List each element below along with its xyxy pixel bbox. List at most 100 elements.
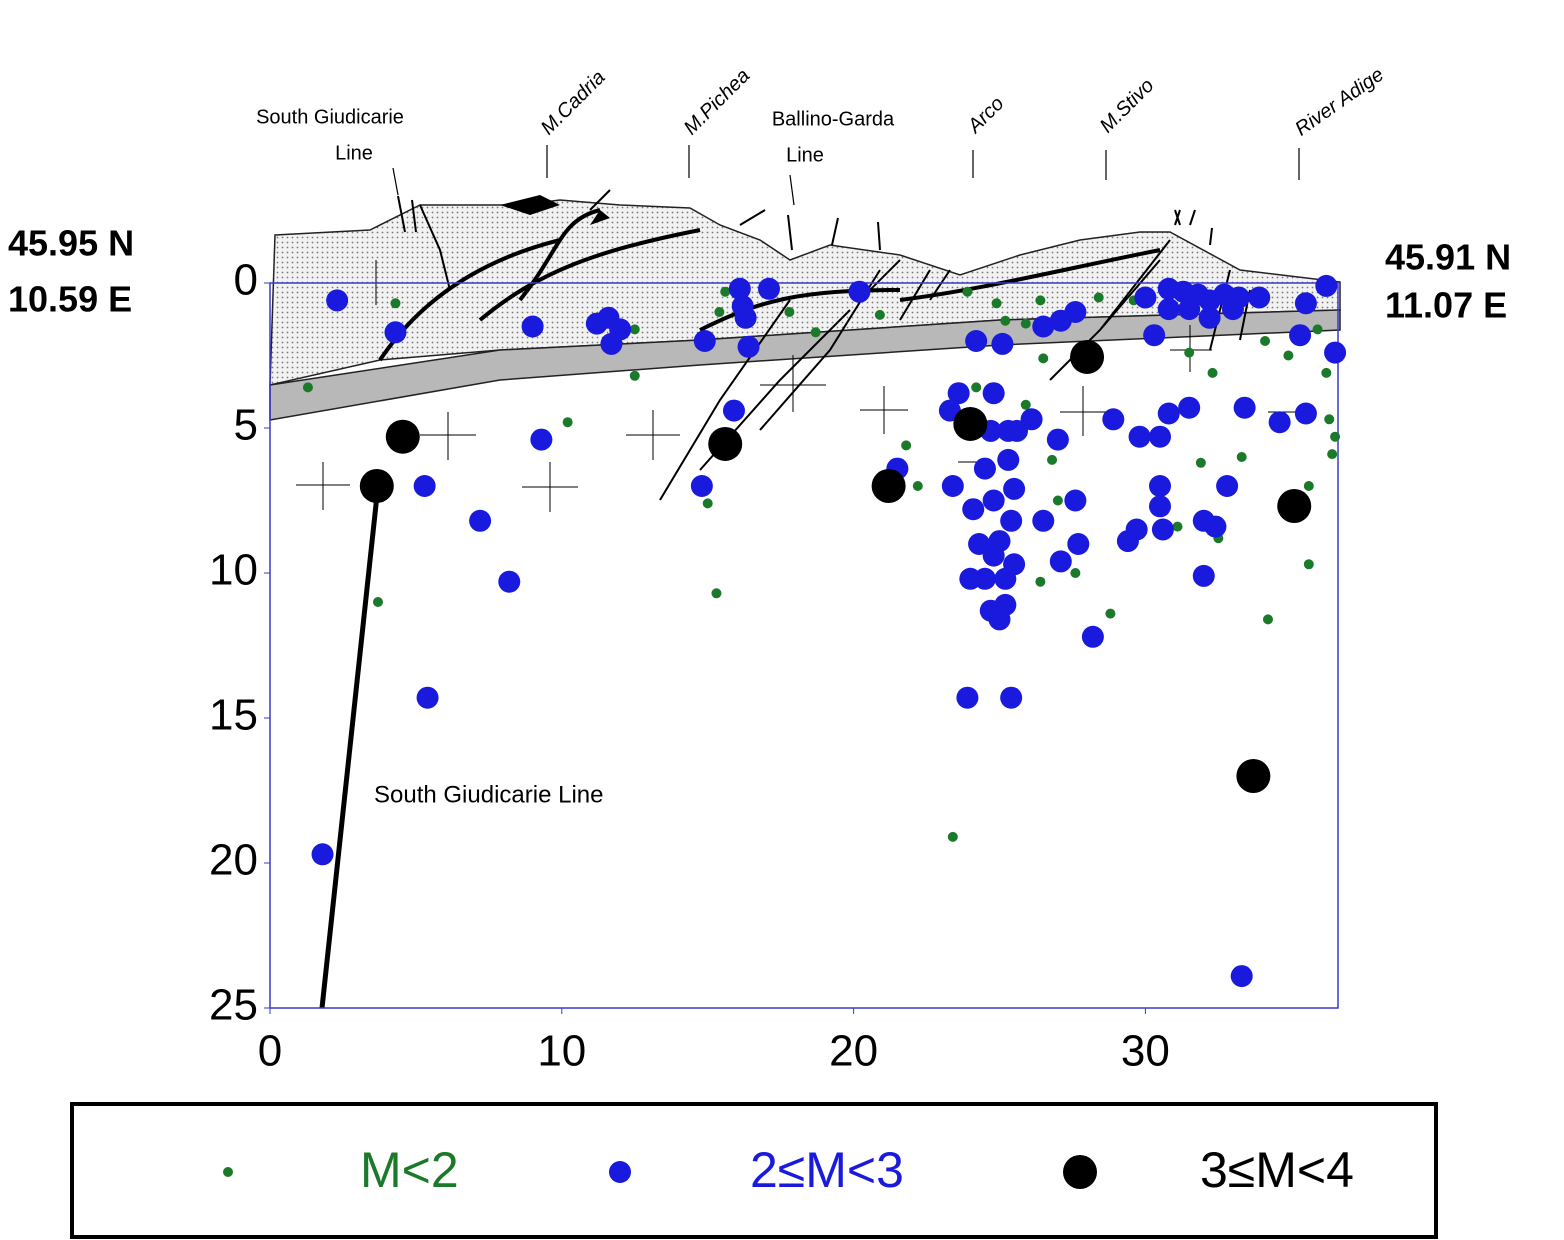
data-point <box>1315 274 1338 297</box>
data-point <box>1195 457 1206 468</box>
data-point <box>1102 408 1125 431</box>
data-point <box>1268 411 1291 434</box>
data-point <box>1064 301 1087 323</box>
legend-label: 3≤M<4 <box>1200 1142 1354 1198</box>
data-point <box>629 324 640 335</box>
data-point <box>693 330 716 352</box>
data-point <box>1303 559 1314 570</box>
location-label: 45.91 N <box>1385 237 1511 278</box>
data-point <box>1277 489 1312 524</box>
data-point <box>384 321 407 344</box>
data-point <box>359 469 394 503</box>
data-point <box>1289 324 1312 347</box>
data-point <box>372 597 383 607</box>
data-point <box>1198 306 1221 329</box>
data-point <box>1128 425 1151 448</box>
data-point <box>498 570 521 593</box>
data-point <box>1020 318 1031 329</box>
data-point <box>1327 449 1338 460</box>
x-tick-label: 0 <box>258 1027 282 1076</box>
data-point <box>1207 367 1218 378</box>
data-point <box>737 335 760 358</box>
annotation: South Giudicarie Line <box>374 781 603 808</box>
data-point <box>973 567 996 590</box>
data-point <box>757 277 780 300</box>
data-point <box>720 286 731 297</box>
data-point <box>1303 481 1314 491</box>
data-point <box>1294 292 1317 315</box>
section-label: M.Stivo <box>1096 75 1159 138</box>
section-label: M.Cadria <box>537 66 610 139</box>
section-label: Arco <box>963 93 1008 138</box>
legend-label: 2≤M<3 <box>750 1142 904 1198</box>
location-label: 10.59 E <box>8 279 132 320</box>
data-point <box>708 426 743 461</box>
data-point <box>609 318 632 341</box>
location-label: 45.95 N <box>8 223 134 264</box>
legend-box <box>70 1102 1438 1239</box>
data-point <box>1035 576 1046 587</box>
data-point <box>1070 568 1081 578</box>
data-point <box>714 307 725 317</box>
data-point <box>1221 298 1244 321</box>
data-point <box>521 315 544 338</box>
data-point <box>784 307 795 317</box>
data-point <box>1032 315 1055 338</box>
data-point <box>1000 686 1023 709</box>
data-point <box>1049 550 1072 573</box>
x-tick-label: 20 <box>829 1027 878 1076</box>
data-point <box>390 298 401 309</box>
data-point <box>1067 533 1090 555</box>
data-point <box>702 498 713 509</box>
data-point <box>1020 408 1043 431</box>
data-point <box>1149 475 1171 497</box>
data-point <box>1260 336 1271 346</box>
location-label: 11.07 E <box>1385 285 1507 326</box>
section-label: River Adige <box>1291 64 1388 141</box>
data-point <box>1312 324 1323 335</box>
section-label: South Giudicarie <box>256 106 404 128</box>
data-point <box>1149 425 1171 448</box>
data-point <box>1116 530 1139 553</box>
data-point <box>912 481 923 491</box>
data-point <box>1324 341 1347 364</box>
section-label: M.Pichea <box>680 65 755 140</box>
data-point <box>947 382 970 405</box>
data-point <box>1134 286 1157 309</box>
data-point <box>1081 625 1104 648</box>
data-point <box>1000 315 1011 326</box>
x-tick-label: 30 <box>1121 1027 1170 1076</box>
x-tick-label: 10 <box>537 1027 586 1076</box>
data-point <box>956 686 979 709</box>
section-label: Line <box>786 144 824 166</box>
section-label: Line <box>335 142 373 164</box>
data-point <box>530 428 553 451</box>
data-point <box>562 417 573 428</box>
data-point <box>1330 431 1341 442</box>
data-point <box>1184 347 1195 358</box>
data-point <box>965 330 988 352</box>
data-point <box>1143 324 1166 347</box>
plot-frame <box>269 282 1339 1009</box>
data-point <box>848 280 871 303</box>
data-point <box>947 831 958 842</box>
data-point <box>941 475 964 497</box>
data-point <box>874 309 885 320</box>
data-point <box>982 544 1005 567</box>
data-point <box>311 843 334 866</box>
data-point <box>971 382 982 393</box>
data-point <box>1262 614 1273 625</box>
data-point <box>973 457 996 480</box>
data-point <box>982 489 1005 512</box>
data-point <box>997 448 1020 471</box>
y-tick-label: 25 <box>209 981 258 1030</box>
data-point <box>1046 428 1069 451</box>
data-point <box>871 469 906 503</box>
y-tick-label: 5 <box>234 401 258 450</box>
legend-marker <box>1063 1155 1097 1189</box>
data-point <box>1321 367 1332 378</box>
data-point <box>1038 353 1049 364</box>
data-point <box>413 475 436 497</box>
